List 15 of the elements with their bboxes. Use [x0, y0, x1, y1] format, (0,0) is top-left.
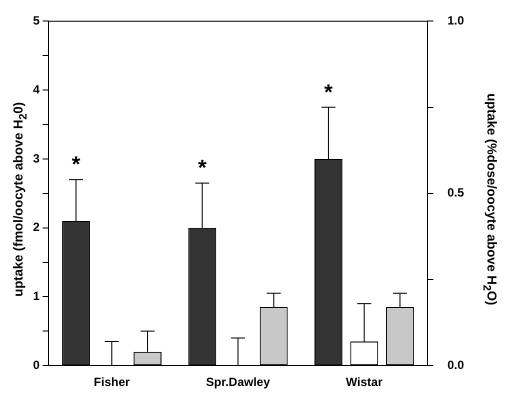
y2-tick-label: 1.0 [447, 14, 464, 28]
x-tick-label: Spr.Dawley [206, 375, 270, 390]
annotation: * [198, 155, 207, 180]
y2-tick-label: 0.5 [447, 186, 464, 200]
annotation: * [72, 152, 81, 177]
y-tick-label: 2 [32, 220, 40, 234]
annotation: * [324, 79, 334, 104]
x-tick-label: Wistar [346, 375, 383, 390]
y2-tick-label: 0.0 [447, 358, 464, 372]
x-tick-label: Fisher [94, 375, 130, 390]
y-tick-label: 0 [32, 358, 40, 372]
y-tick-label: 1 [32, 289, 40, 304]
y-tick-label: 4 [32, 82, 40, 96]
y-tick-label: 5 [32, 14, 40, 28]
y-tick-label: 3 [32, 151, 40, 166]
